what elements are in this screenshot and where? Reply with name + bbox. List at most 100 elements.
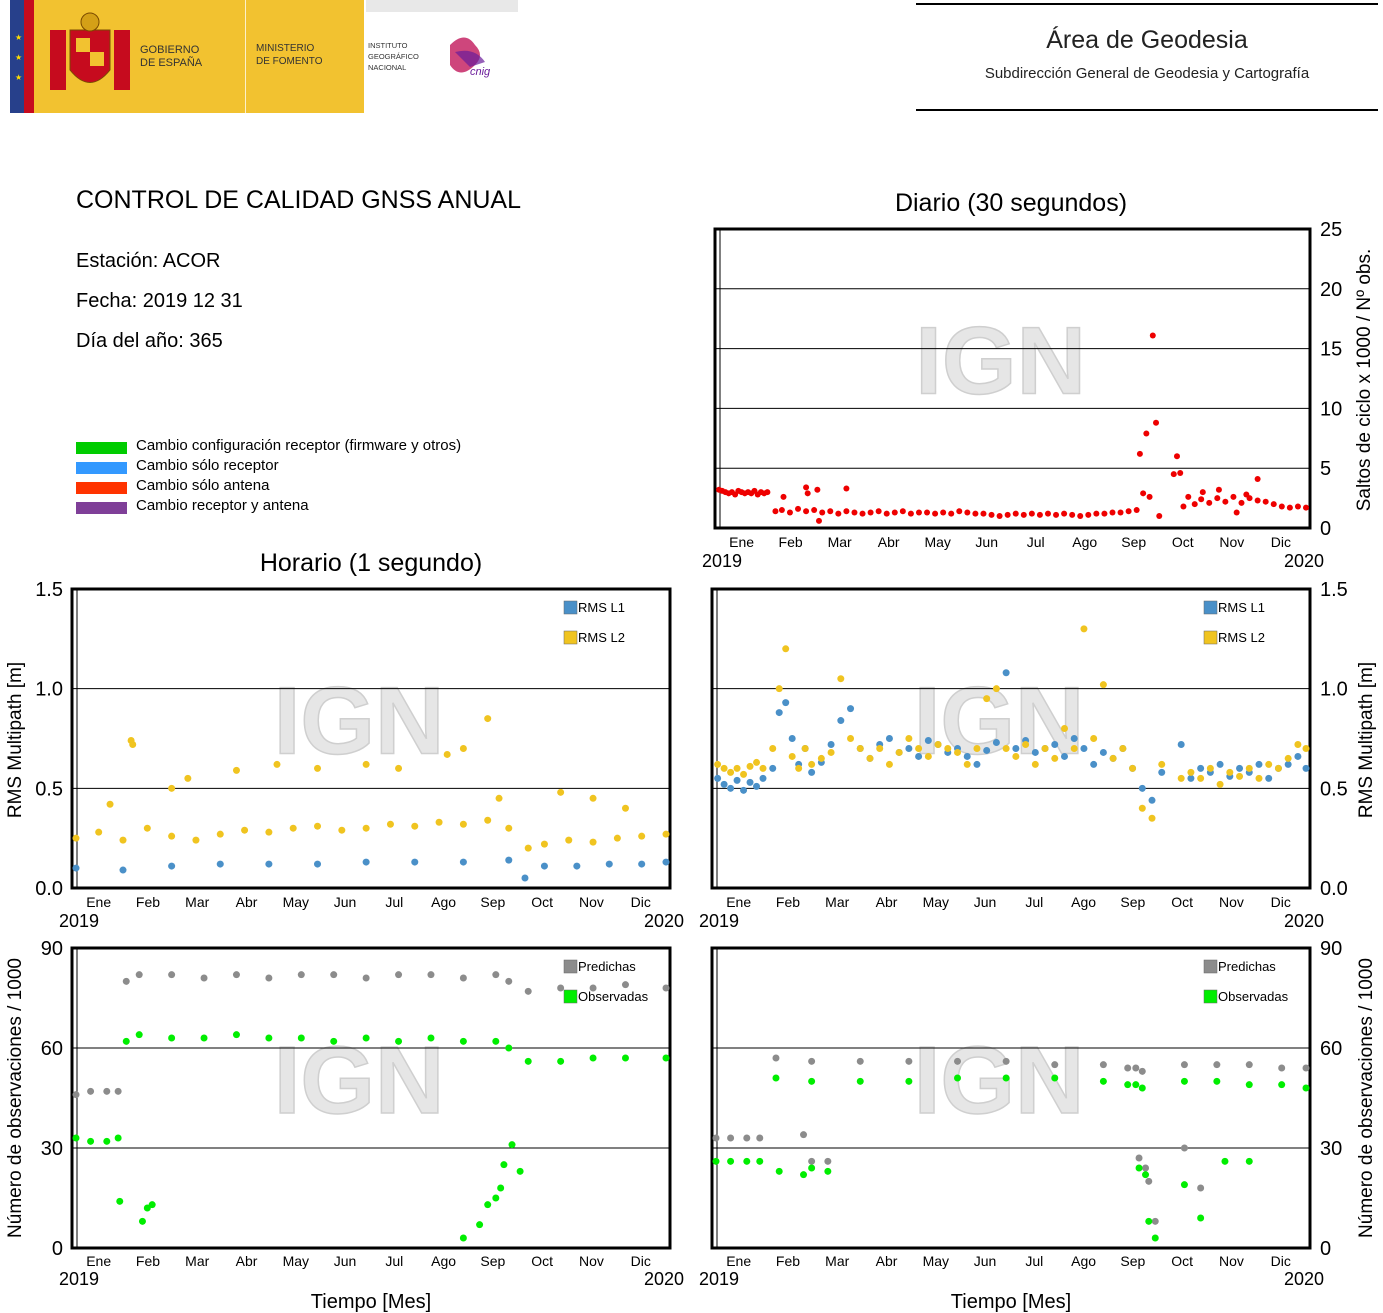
month-label: Feb xyxy=(136,894,160,910)
data-point xyxy=(1136,450,1143,457)
data-point xyxy=(775,709,783,717)
y-tick-label: 1.0 xyxy=(35,679,63,701)
data-point xyxy=(1060,725,1068,733)
data-point xyxy=(1090,735,1098,742)
data-point xyxy=(143,824,151,832)
month-label: Sep xyxy=(1121,534,1146,550)
month-label: Dic xyxy=(631,1253,651,1269)
data-point xyxy=(386,820,394,828)
data-point xyxy=(1221,1157,1229,1165)
data-point xyxy=(769,764,777,772)
data-point xyxy=(795,764,803,772)
year-start-label: 2019 xyxy=(59,911,99,931)
data-point xyxy=(1146,493,1153,500)
data-point xyxy=(1031,760,1039,768)
y-tick-label: 0.5 xyxy=(35,778,63,800)
month-label: Jul xyxy=(385,894,403,910)
month-label: Nov xyxy=(1219,1253,1244,1269)
data-point xyxy=(915,744,923,752)
data-point xyxy=(1148,814,1156,822)
data-point xyxy=(1294,503,1301,510)
data-point xyxy=(265,860,273,868)
data-point xyxy=(1051,1061,1059,1069)
data-point xyxy=(297,971,305,979)
data-point xyxy=(589,1054,597,1062)
data-point xyxy=(756,1157,764,1165)
data-point xyxy=(811,507,818,514)
data-point xyxy=(505,1044,513,1052)
date-label: Fecha: 2019 12 31 xyxy=(76,290,243,312)
data-point xyxy=(395,1037,403,1045)
data-point xyxy=(827,508,834,515)
month-label: Abr xyxy=(878,534,900,550)
data-point xyxy=(119,866,127,874)
data-point xyxy=(362,1034,370,1042)
data-point xyxy=(1213,1077,1221,1085)
month-label: Oct xyxy=(531,1253,553,1269)
data-point xyxy=(662,830,670,838)
data-point xyxy=(95,828,103,836)
month-label: Dic xyxy=(1271,534,1291,550)
data-point xyxy=(1085,511,1092,518)
data-point xyxy=(772,508,779,515)
data-point xyxy=(1002,744,1010,752)
data-point xyxy=(192,836,200,844)
data-point xyxy=(484,816,492,824)
data-point xyxy=(1151,1234,1159,1242)
data-point xyxy=(459,820,467,828)
plot-frame xyxy=(70,946,672,1250)
data-point xyxy=(1236,772,1244,780)
data-point xyxy=(1158,760,1166,768)
chart-daily-rms-multipath: IGN 0.0 0.5 1.0 1.5 RMS Multipath [m] Ene Feb Ma… xyxy=(699,579,1377,931)
y-tick-label: 90 xyxy=(41,938,63,960)
data-point xyxy=(956,508,963,515)
data-point xyxy=(973,760,981,768)
data-point xyxy=(746,762,754,770)
data-point xyxy=(1036,511,1043,518)
legend-swatch xyxy=(76,462,127,474)
government-logo-banner: ★ ★ ★ GOBIERNO DE ESPAÑA MINISTERIO DE F… xyxy=(10,0,518,113)
data-point xyxy=(727,784,735,792)
data-point xyxy=(859,510,866,517)
legend-swatch xyxy=(76,482,127,494)
data-point xyxy=(148,1201,156,1209)
data-point xyxy=(621,981,629,989)
data-point xyxy=(1284,754,1292,762)
data-point xyxy=(135,1031,143,1039)
legend-swatch xyxy=(1203,959,1218,974)
data-point xyxy=(814,486,821,493)
data-point xyxy=(740,770,748,778)
data-point xyxy=(808,760,816,768)
data-point xyxy=(1051,754,1059,762)
ign-line2: GEOGRÁFICO xyxy=(368,52,419,61)
data-point xyxy=(1216,760,1224,768)
data-point xyxy=(613,834,621,842)
data-point xyxy=(122,1037,130,1045)
data-point xyxy=(362,824,370,832)
legend-swatch xyxy=(76,442,127,454)
data-point xyxy=(1278,503,1285,510)
data-point xyxy=(505,977,513,985)
month-label: May xyxy=(923,894,949,910)
data-point xyxy=(712,1157,720,1165)
data-point xyxy=(524,844,532,852)
plot-frame xyxy=(70,587,672,890)
month-label: Feb xyxy=(776,894,800,910)
data-point xyxy=(1226,768,1234,776)
legend-label: Cambio sólo receptor xyxy=(136,457,279,474)
data-point xyxy=(1002,1057,1010,1065)
data-point xyxy=(1214,495,1221,502)
y-tick-label: 15 xyxy=(1320,339,1342,361)
data-point xyxy=(801,744,809,752)
data-point xyxy=(727,768,735,776)
data-point xyxy=(1099,1077,1107,1085)
data-point xyxy=(1002,1074,1010,1082)
data-point xyxy=(973,744,981,752)
data-point xyxy=(435,818,443,826)
ministerio-panel xyxy=(246,0,364,113)
data-point xyxy=(395,764,403,772)
month-label: Ago xyxy=(431,894,456,910)
data-point xyxy=(362,858,370,866)
data-point xyxy=(753,758,761,766)
